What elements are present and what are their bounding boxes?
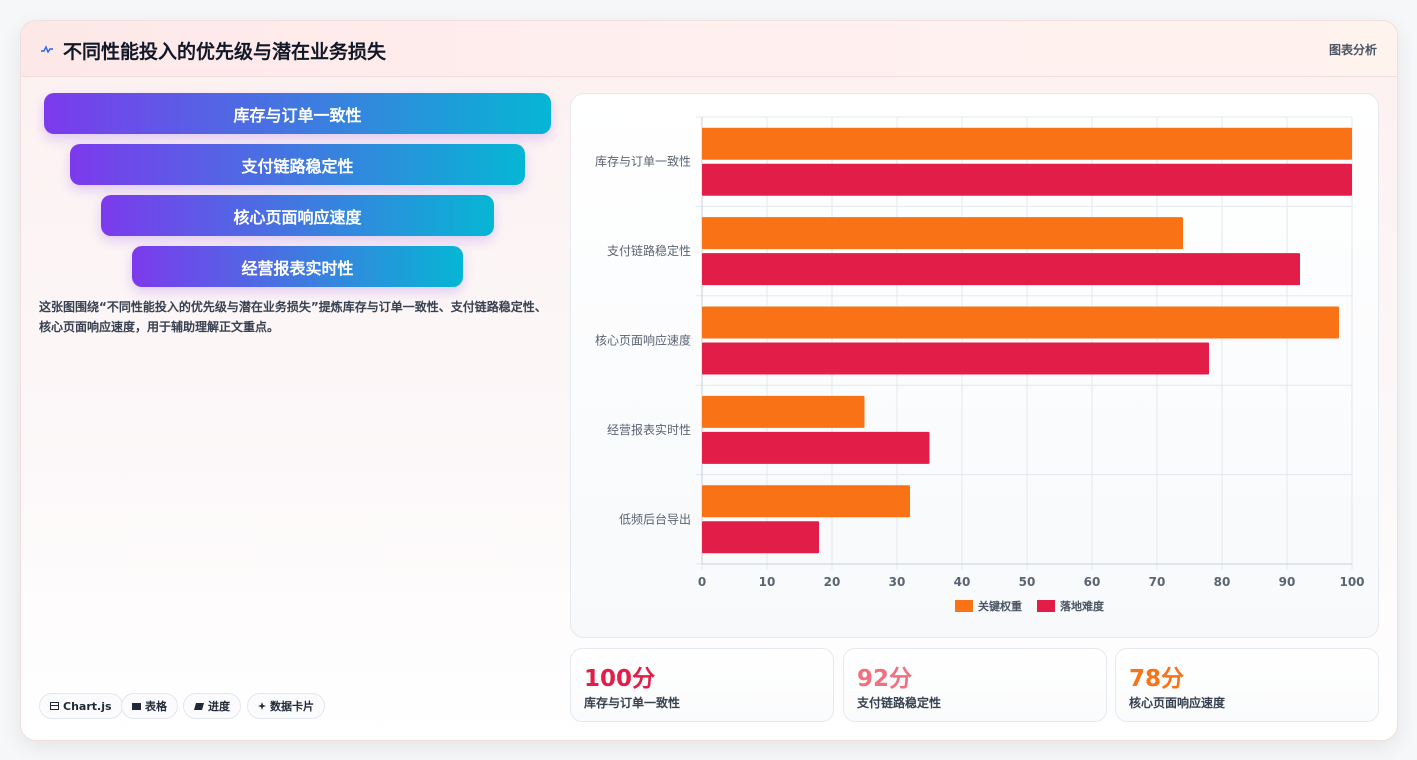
x-tick-label: 60 <box>1084 575 1101 589</box>
stat-value: 92分 <box>857 666 913 692</box>
pill-label: 支付链路稳定性 <box>241 156 354 176</box>
y-category-label: 核心页面响应速度 <box>595 333 691 348</box>
pill-page-speed: 核心页面响应速度 <box>101 195 494 236</box>
chip-progress[interactable]: 进度 <box>183 693 241 719</box>
chip-label: 进度 <box>208 700 230 713</box>
pill-label: 库存与订单一致性 <box>233 105 362 125</box>
pill-label: 经营报表实时性 <box>241 258 354 278</box>
progress-icon <box>194 702 204 710</box>
stat-label: 核心页面响应速度 <box>1129 696 1226 710</box>
bar <box>702 485 910 518</box>
x-tick-label: 40 <box>954 575 971 589</box>
pill-inventory-order: 库存与订单一致性 <box>44 93 551 134</box>
bar <box>702 127 1352 160</box>
chart-analysis-tag: 图表分析 <box>1328 43 1377 57</box>
chart-icon <box>50 702 59 710</box>
stat-label: 库存与订单一致性 <box>584 696 681 710</box>
x-tick-label: 10 <box>759 575 776 589</box>
x-tick-label: 20 <box>824 575 841 589</box>
legend-swatch <box>1037 600 1055 612</box>
legend-label: 落地难度 <box>1060 599 1105 613</box>
x-tick-label: 100 <box>1339 575 1364 589</box>
legend-label: 关键权重 <box>978 599 1022 613</box>
bar <box>702 431 930 464</box>
bar <box>702 163 1352 196</box>
bar <box>702 342 1209 375</box>
bar <box>702 521 819 554</box>
y-category-label: 支付链路稳定性 <box>607 243 691 258</box>
stat-card-inventory: 100分 库存与订单一致性 <box>570 648 834 722</box>
pulse-icon <box>41 45 53 54</box>
stat-value: 78分 <box>1129 666 1185 692</box>
table-icon <box>132 702 141 710</box>
x-tick-label: 80 <box>1214 575 1231 589</box>
stat-card-page-speed: 78分 核心页面响应速度 <box>1115 648 1379 722</box>
stat-label: 支付链路稳定性 <box>857 696 942 710</box>
x-tick-label: 90 <box>1279 575 1296 589</box>
stat-card-payment: 92分 支付链路稳定性 <box>843 648 1107 722</box>
chip-chartjs[interactable]: Chart.js <box>39 693 123 719</box>
bar-chart: 0 10 20 30 40 50 60 70 80 90 100 库存与订单一致性支付链路稳定性核心页… <box>595 116 1365 613</box>
bar <box>702 217 1183 250</box>
chip-label: 表格 <box>145 700 167 713</box>
stat-value: 100分 <box>584 666 656 692</box>
chart-description: 这张图围绕“不同性能投入的优先级与潜在业务损失”提炼库存与订单一致性、支付链路稳… <box>39 300 547 334</box>
chip-table[interactable]: 表格 <box>121 693 178 719</box>
x-tick-label: 0 <box>698 575 706 589</box>
pill-report-realtime: 经营报表实时性 <box>132 246 463 287</box>
card-header: 不同性能投入的优先级与潜在业务损失 图表分析 <box>21 21 1397 77</box>
x-tick-label: 50 <box>1019 575 1036 589</box>
pill-label: 核心页面响应速度 <box>233 207 362 227</box>
bar <box>702 253 1300 286</box>
chip-data-card[interactable]: 数据卡片 <box>247 693 325 719</box>
bar <box>702 306 1339 339</box>
bar <box>702 395 865 428</box>
sparkle-icon <box>258 702 266 710</box>
x-tick-label: 30 <box>889 575 906 589</box>
pill-payment-stability: 支付链路稳定性 <box>70 144 525 185</box>
legend-swatch <box>955 600 973 612</box>
y-category-label: 低频后台导出 <box>619 511 691 526</box>
y-category-label: 库存与订单一致性 <box>595 154 691 169</box>
report-card: 不同性能投入的优先级与潜在业务损失 图表分析 库存与订单一致性 支付链路稳定性 … <box>20 20 1398 741</box>
chart-panel: 0 10 20 30 40 50 60 70 80 90 100 库存与订单一致性支付链路稳定性核心页… <box>570 93 1379 638</box>
page-title: 不同性能投入的优先级与潜在业务损失 <box>63 41 387 63</box>
x-tick-label: 70 <box>1149 575 1166 589</box>
chip-label: 数据卡片 <box>270 700 314 713</box>
y-category-label: 经营报表实时性 <box>607 422 691 437</box>
chip-label: Chart.js <box>63 699 112 713</box>
